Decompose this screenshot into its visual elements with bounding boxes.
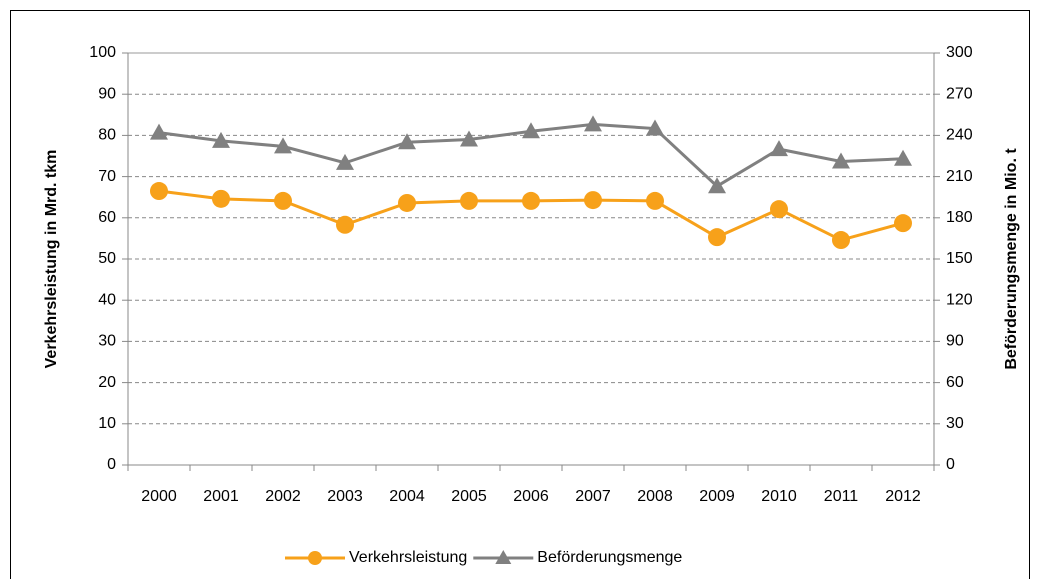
point: [646, 191, 664, 210]
x-tick-label: 2002: [265, 488, 301, 505]
x-tick-label: 2010: [761, 488, 797, 505]
y-tick-label: 50: [98, 250, 116, 267]
point: [398, 193, 416, 212]
point: [150, 182, 168, 201]
y-tick-label: 70: [98, 168, 116, 185]
x-tick-label: 2000: [141, 488, 177, 505]
legend-label: Beförderungsmenge: [537, 549, 682, 566]
point: [212, 131, 230, 148]
y2-tick-label: 30: [946, 415, 964, 432]
y2-tick-label: 90: [946, 333, 964, 350]
y-tick-label: 100: [89, 44, 116, 61]
frame: [10, 10, 1030, 579]
point: [832, 231, 850, 250]
y2-tick-label: 240: [946, 127, 973, 144]
point: [708, 177, 726, 194]
y2-tick-label: 180: [946, 209, 973, 226]
legend-marker: [495, 550, 512, 564]
legend-label: Verkehrsleistung: [349, 549, 467, 566]
x-tick-label: 2009: [699, 488, 735, 505]
x-tick-label: 2007: [575, 488, 611, 505]
y-tick-label: 90: [98, 85, 116, 102]
point: [460, 130, 478, 147]
y2-tick-label: 60: [946, 374, 964, 391]
x-tick-label: 2005: [451, 488, 487, 505]
y2-axis-label: Beförderungsmenge in Mio. t: [1003, 148, 1020, 370]
point: [770, 140, 788, 157]
point: [274, 191, 292, 210]
point: [708, 228, 726, 247]
point: [646, 119, 664, 136]
point: [212, 189, 230, 208]
x-tick-label: 2004: [389, 488, 425, 505]
y-tick-label: 30: [98, 333, 116, 350]
y-tick-label: 40: [98, 291, 116, 308]
y2-tick-label: 210: [946, 168, 973, 185]
point: [150, 123, 168, 140]
point: [832, 152, 850, 169]
legend-marker: [308, 551, 322, 565]
y-tick-label: 0: [107, 456, 116, 473]
point: [336, 153, 354, 170]
point: [584, 115, 602, 132]
point: [274, 137, 292, 154]
y-tick-label: 20: [98, 374, 116, 391]
x-tick-label: 2011: [824, 488, 859, 505]
point: [522, 191, 540, 210]
x-tick-label: 2008: [637, 488, 673, 505]
point: [770, 200, 788, 219]
y-tick-label: 80: [98, 127, 116, 144]
point: [522, 122, 540, 139]
y-axis-label: Verkehrsleistung in Mrd. tkm: [43, 150, 60, 369]
x-tick-label: 2003: [327, 488, 363, 505]
y2-tick-label: 150: [946, 250, 973, 267]
point: [584, 191, 602, 210]
y2-tick-label: 120: [946, 291, 973, 308]
point: [894, 214, 912, 233]
x-tick-label: 2012: [885, 488, 921, 505]
x-tick-label: 2001: [203, 488, 239, 505]
y-tick-label: 10: [98, 415, 116, 432]
y-tick-label: 60: [98, 209, 116, 226]
point: [398, 133, 416, 150]
x-tick-label: 2006: [513, 488, 549, 505]
point: [460, 191, 478, 210]
point: [336, 215, 354, 234]
y2-tick-label: 300: [946, 44, 973, 61]
point: [894, 149, 912, 166]
y2-tick-label: 0: [946, 456, 955, 473]
y2-tick-label: 270: [946, 85, 973, 102]
